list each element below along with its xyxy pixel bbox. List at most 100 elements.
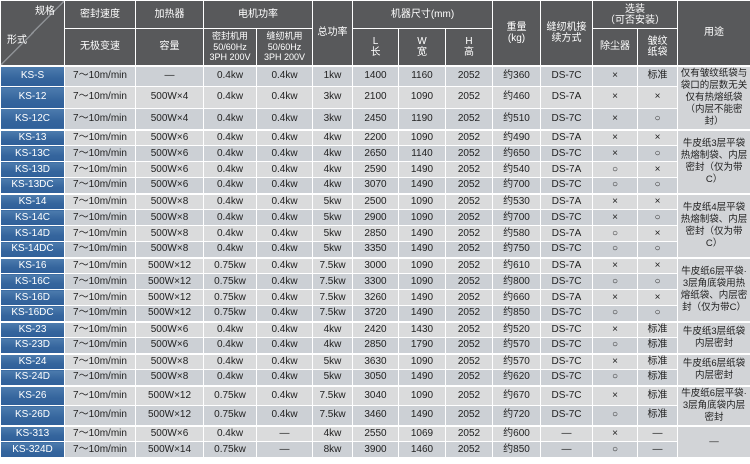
heater-capacity-cell: 500W×12 <box>135 405 204 426</box>
dust-collector-cell: ○ <box>592 441 639 458</box>
header-sew-motor: 缝纫机用 50/60Hz 3PH 200V <box>256 28 313 66</box>
seal-motor-cell: 0.4kw <box>203 86 257 109</box>
length-cell: 2650 <box>352 145 399 162</box>
height-cell: 2052 <box>444 256 494 274</box>
speed-cell: 7～10m/min <box>64 424 136 442</box>
crepe-bag-cell: ○ <box>637 305 679 322</box>
model-cell: KS-13DC <box>0 177 65 194</box>
sew-motor-cell: 0.4kw <box>256 256 313 274</box>
model-cell: KS-S <box>0 64 65 88</box>
header-dust-collector: 除尘器 <box>592 28 639 66</box>
sew-motor-cell: 0.4kw <box>256 289 313 306</box>
width-cell: 1790 <box>398 337 446 354</box>
table-row: KS-S 7～10m/min —0.4kw 0.4kw 1kw 1400 1160 2052 约… <box>0 64 750 130</box>
height-cell: 2052 <box>444 384 494 406</box>
header-heater-capacity: 容量 <box>135 28 204 66</box>
dust-collector-cell: ○ <box>592 337 639 354</box>
crepe-bag-cell: ○ <box>637 107 679 131</box>
model-cell: KS-16D <box>0 289 65 306</box>
height-cell: 2052 <box>444 289 494 306</box>
connect-type-cell: — <box>540 441 594 458</box>
sew-motor-cell: 0.4kw <box>256 352 313 370</box>
total-power-cell: 5kw <box>312 192 353 210</box>
weight-cell: 约570 <box>492 337 542 354</box>
connect-type-cell: DS-7C <box>540 320 594 338</box>
speed-cell: 7～10m/min <box>64 209 136 226</box>
crepe-bag-cell: 标准 <box>637 384 679 406</box>
sew-motor-cell: 0.4kw <box>256 209 313 226</box>
header-motor-power: 电机功率 <box>203 0 313 29</box>
model-cell: KS-12 <box>0 86 65 109</box>
width-cell: 1090 <box>398 352 446 370</box>
crepe-bag-cell: × <box>637 161 679 178</box>
heater-capacity-cell: 500W×6 <box>135 177 204 194</box>
connect-type-cell: DS-7C <box>540 305 594 322</box>
heater-capacity-cell: 500W×6 <box>135 320 204 338</box>
table-row: KS-16DC 7～10m/min 500W×12 0.75kw 0.4kw 7.5kw 3… <box>0 305 750 322</box>
header-weight: 重量 (kg) <box>492 0 542 66</box>
usage-cell: 牛皮纸4层平袋热熔制袋、内层密封（仅为带C） <box>677 192 750 258</box>
crepe-bag-cell: 标准 <box>637 405 679 426</box>
table-row: KS-13C 7～10m/min 500W×6 0.4kw 0.4kw 4kw 2650 11… <box>0 145 750 162</box>
table-row: KS-26 7～10m/min 500W×12 0.75kw 0.4kw 7.5kw 304… <box>0 384 750 426</box>
height-cell: 2052 <box>444 369 494 386</box>
length-cell: 3900 <box>352 441 399 458</box>
width-cell: 1090 <box>398 209 446 226</box>
sew-motor-cell: 0.4kw <box>256 128 313 146</box>
dust-collector-cell: × <box>592 289 639 306</box>
speed-cell: 7～10m/min <box>64 352 136 370</box>
sew-motor-cell: — <box>256 424 313 442</box>
length-cell: 3720 <box>352 305 399 322</box>
crepe-bag-cell: ○ <box>637 273 679 290</box>
connect-type-cell: DS-7C <box>540 405 594 426</box>
weight-cell: 约540 <box>492 161 542 178</box>
height-cell: 2052 <box>444 405 494 426</box>
width-cell: 1490 <box>398 225 446 242</box>
connect-type-cell: DS-7C <box>540 177 594 194</box>
height-cell: 2052 <box>444 161 494 178</box>
sew-motor-cell: 0.4kw <box>256 305 313 322</box>
weight-cell: 约650 <box>492 145 542 162</box>
header-crepe-bag: 皱纹 纸袋 <box>637 28 679 66</box>
corner-label-spec: 规格 <box>35 6 55 17</box>
width-cell: 1490 <box>398 369 446 386</box>
sew-motor-cell: 0.4kw <box>256 273 313 290</box>
weight-cell: 约510 <box>492 107 542 131</box>
model-cell: KS-16DC <box>0 305 65 322</box>
crepe-bag-cell: × <box>637 192 679 210</box>
heater-capacity-cell: 500W×12 <box>135 305 204 322</box>
speed-cell: 7～10m/min <box>64 384 136 406</box>
speed-cell: 7～10m/min <box>64 405 136 426</box>
total-power-cell: 4kw <box>312 128 353 146</box>
weight-cell: 约800 <box>492 273 542 290</box>
heater-capacity-cell: 500W×4 <box>135 107 204 131</box>
seal-motor-cell: 0.4kw <box>203 337 257 354</box>
width-cell: 1490 <box>398 305 446 322</box>
weight-cell: 约850 <box>492 305 542 322</box>
speed-cell: 7～10m/min <box>64 161 136 178</box>
seal-motor-cell: 0.75kw <box>203 289 257 306</box>
weight-cell: 约570 <box>492 352 542 370</box>
heater-capacity-cell: 500W×8 <box>135 352 204 370</box>
table-row: KS-313 7～10m/min 500W×6 0.4kw —4kw 2550 1069 20… <box>0 424 750 458</box>
total-power-cell: 7.5kw <box>312 305 353 322</box>
heater-capacity-cell: 500W×8 <box>135 225 204 242</box>
usage-cell: — <box>677 424 750 458</box>
weight-cell: 约660 <box>492 289 542 306</box>
heater-capacity-cell: 500W×12 <box>135 256 204 274</box>
crepe-bag-cell: × <box>637 225 679 242</box>
width-cell: 1090 <box>398 273 446 290</box>
total-power-cell: 5kw <box>312 241 353 258</box>
dust-collector-cell: × <box>592 209 639 226</box>
heater-capacity-cell: 500W×4 <box>135 86 204 109</box>
dust-collector-cell: × <box>592 86 639 109</box>
table-row: KS-26D 7～10m/min 500W×12 0.75kw 0.4kw 7.5kw 34… <box>0 405 750 426</box>
weight-cell: 约600 <box>492 424 542 442</box>
speed-cell: 7～10m/min <box>64 320 136 338</box>
table-body: KS-S 7～10m/min —0.4kw 0.4kw 1kw 1400 1160 2052 约… <box>0 64 750 458</box>
speed-cell: 7～10m/min <box>64 192 136 210</box>
speed-cell: 7～10m/min <box>64 337 136 354</box>
corner-label-model: 形式 <box>7 35 27 46</box>
crepe-bag-cell: 标准 <box>637 320 679 338</box>
